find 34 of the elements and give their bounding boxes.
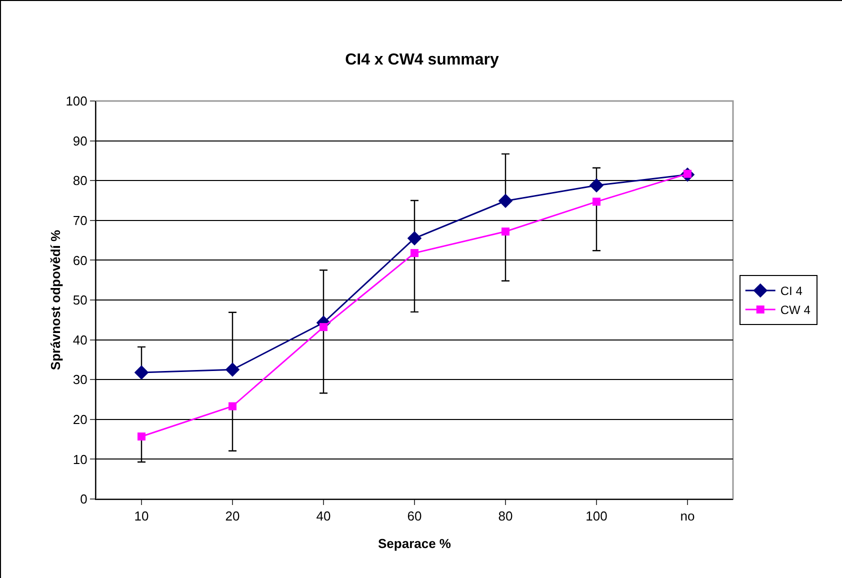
legend-label: CW 4 [780, 303, 811, 318]
y-tick-label: 30 [72, 372, 88, 388]
point [225, 362, 240, 377]
y-tick-label: 50 [72, 292, 88, 308]
y-tick-label: 0 [80, 492, 88, 507]
legend-label: CI 4 [780, 284, 803, 298]
x-tick-label: 40 [316, 508, 331, 524]
point [138, 432, 146, 441]
y-tick-label: 90 [72, 133, 88, 148]
y-tick-label: 60 [72, 252, 88, 268]
x-tick-label: 100 [586, 508, 608, 524]
y-tick-label: 20 [72, 412, 88, 427]
x-tick-label: 10 [134, 508, 149, 524]
y-tick-label: 80 [72, 173, 88, 188]
x-tick-label: 80 [498, 508, 513, 524]
point [407, 231, 422, 246]
y-axis-title: Správnost odpovědí % [48, 230, 63, 370]
point [228, 402, 236, 410]
x-tick-label: 20 [225, 508, 240, 524]
point [320, 323, 328, 332]
y-tick-label: 70 [72, 212, 88, 228]
point [502, 228, 510, 236]
point [589, 178, 604, 193]
x-axis-title: Separace % [378, 536, 452, 551]
point [592, 198, 600, 206]
point [134, 365, 149, 380]
x-tick-label: no [680, 508, 695, 524]
y-tick-label: 100 [66, 94, 88, 109]
point [498, 194, 513, 208]
y-tick-label: 10 [72, 452, 88, 467]
point [410, 249, 418, 258]
x-tick-label: 60 [407, 508, 422, 524]
chart-title: CI4 x CW4 summary [345, 51, 500, 68]
y-tick-label: 40 [72, 332, 88, 348]
